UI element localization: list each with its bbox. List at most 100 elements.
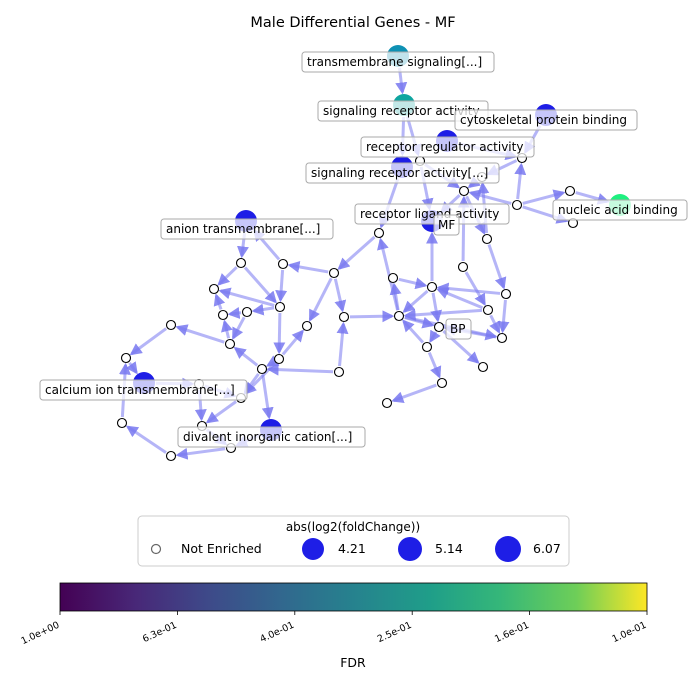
edge-27 <box>227 306 242 319</box>
colorbar: 1.0e+00 6.3e-01 4.0e-01 2.5e-01 1.6e-01 1.0e-… <box>19 582 648 670</box>
node-n35 <box>436 377 448 389</box>
edge-30 <box>175 324 225 344</box>
node-n26 <box>433 321 445 333</box>
edge-65 <box>175 447 226 460</box>
node-n24 <box>165 319 177 331</box>
legend-title: abs(log2(foldChange)) <box>286 520 420 534</box>
edge-29 <box>231 316 246 340</box>
colorbar-tick-label: 6.3e-01 <box>141 620 179 645</box>
colorbar-tick-label: 2.5e-01 <box>376 620 414 645</box>
svg-text:nucleic acid binding: nucleic acid binding <box>558 203 678 217</box>
edge-31 <box>129 327 168 356</box>
edge-44 <box>402 289 429 313</box>
node-n21 <box>482 304 494 316</box>
node-n25 <box>301 320 313 332</box>
legend-label-large: 6.07 <box>533 541 561 556</box>
edge-25 <box>218 287 275 307</box>
edge-61 <box>336 321 349 367</box>
node-n38 <box>381 397 393 409</box>
node-n31 <box>273 353 285 365</box>
node-label-divalent: divalent inorganic cation[...] <box>177 426 366 448</box>
figure-title: Male Differential Genes - MF <box>250 15 455 31</box>
edge-49 <box>402 319 425 344</box>
edge-37 <box>233 346 259 367</box>
colorbar-gradient <box>59 582 648 612</box>
edge-66 <box>125 425 167 454</box>
legend-label-not-enriched: Not Enriched <box>181 541 262 556</box>
node-label-cytoskeletal: cytoskeletal protein binding <box>454 109 638 131</box>
node-n39 <box>116 417 128 429</box>
edge-45 <box>430 292 443 323</box>
edge-59 <box>427 351 442 379</box>
svg-text:signaling receptor activity: signaling receptor activity <box>323 104 480 118</box>
edge-32 <box>125 361 138 375</box>
colorbar-tick-label: 1.0e-01 <box>611 620 649 645</box>
node-label-receptor-regulator: receptor regulator activity <box>360 136 535 158</box>
svg-text:MF: MF <box>438 218 455 232</box>
svg-text:calcium ion transmembrane[...]: calcium ion transmembrane[...] <box>45 383 235 397</box>
edge-40 <box>213 293 226 310</box>
node-n16 <box>208 283 220 295</box>
colorbar-tick-label: 1.0e+00 <box>19 620 61 647</box>
edge-26 <box>251 303 275 316</box>
node-n17 <box>500 288 512 300</box>
node-n11 <box>277 258 289 270</box>
colorbar-ticks: 1.0e+00 6.3e-01 4.0e-01 2.5e-01 1.6e-01 1.0e-… <box>19 611 648 647</box>
node-n30 <box>120 352 132 364</box>
node-n33 <box>477 361 489 373</box>
legend-marker-small <box>302 538 324 560</box>
edge-53 <box>436 282 501 295</box>
edge-15 <box>514 162 527 200</box>
colorbar-label: FDR <box>340 655 366 670</box>
node-label-anion: anion transmembrane[...] <box>160 218 334 240</box>
node-label-mf: MF <box>433 214 460 236</box>
edge-57 <box>403 308 483 321</box>
svg-text:BP: BP <box>450 322 465 336</box>
legend-marker-not-enriched <box>150 543 162 555</box>
node-n9 <box>481 233 493 245</box>
edge-56 <box>487 244 507 290</box>
node-n42 <box>165 450 177 462</box>
edge-75 <box>333 278 347 313</box>
node-n13 <box>457 261 469 273</box>
svg-text:receptor ligand activity: receptor ligand activity <box>360 207 499 221</box>
node-n5 <box>564 185 576 197</box>
node-n6 <box>511 199 523 211</box>
node-n28 <box>496 332 508 344</box>
node-n8 <box>373 227 385 239</box>
svg-text:receptor regulator activity: receptor regulator activity <box>366 140 523 154</box>
node-n32 <box>256 363 268 375</box>
label-layer: transmembrane signaling[...] signaling r… <box>39 51 688 448</box>
colorbar-tick-label: 4.0e-01 <box>258 620 296 645</box>
size-legend: abs(log2(foldChange)) Not Enriched 4.21 … <box>137 515 570 567</box>
node-n19 <box>241 306 253 318</box>
node-label-bp: BP <box>445 318 472 340</box>
node-label-nucleic-acid: nucleic acid binding <box>552 199 688 221</box>
edge-72 <box>217 266 238 286</box>
edge-22 <box>243 266 277 304</box>
node-n14 <box>387 272 399 284</box>
edge-63 <box>261 374 274 420</box>
edge-24 <box>308 277 333 322</box>
node-n18 <box>274 301 286 313</box>
edge-73 <box>489 314 501 334</box>
legend-label-small: 4.21 <box>338 541 366 556</box>
edge-43 <box>398 277 428 290</box>
edge-48 <box>429 329 441 344</box>
svg-text:divalent inorganic cation[...]: divalent inorganic cation[...] <box>183 430 352 444</box>
edge-71 <box>281 329 305 356</box>
node-label-transmembrane: transmembrane signaling[...] <box>301 51 495 73</box>
edge-62 <box>266 363 334 376</box>
node-n20 <box>217 309 229 321</box>
node-label-signaling-receptor: signaling receptor activity <box>317 100 489 122</box>
legend-marker-large <box>495 536 521 562</box>
node-label-receptor-ligand: receptor ligand activity <box>354 203 510 225</box>
svg-text:anion transmembrane[...]: anion transmembrane[...] <box>166 222 320 236</box>
edge-28 <box>273 312 286 355</box>
node-n15 <box>426 281 438 293</box>
edge-60 <box>391 383 437 403</box>
colorbar-tick-label: 1.6e-01 <box>493 620 531 645</box>
legend-label-medium: 5.14 <box>435 541 463 556</box>
